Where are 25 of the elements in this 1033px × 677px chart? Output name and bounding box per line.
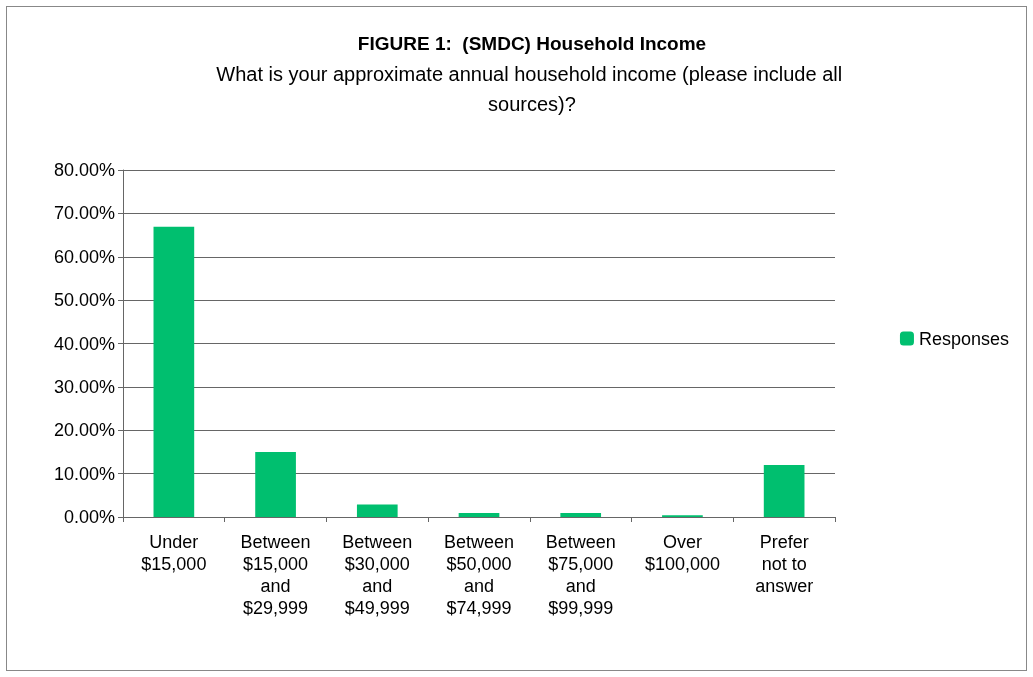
chart-subtitle: What is your approximate annual household income (please include all sources)?	[216, 63, 848, 115]
bar	[356, 504, 398, 517]
x-tick-label: Between $75,000 and $99,999	[545, 532, 616, 618]
x-tick-label: Between $15,000 and $29,999	[240, 532, 311, 618]
bar	[458, 513, 500, 517]
bar	[255, 451, 296, 517]
y-tick-label: 70.00%	[53, 203, 115, 224]
bar	[763, 464, 805, 517]
y-tick-label: 50.00%	[53, 290, 115, 311]
x-tick-label: Over $100,000	[644, 532, 720, 574]
bar	[560, 513, 602, 517]
x-tick-label: Under $15,000	[141, 532, 207, 574]
chart-title: FIGURE 1: (SMDC) Household Income	[357, 33, 707, 54]
y-tick-label: 10.00%	[53, 463, 115, 484]
x-tick-label: Between $30,000 and $49,999	[342, 532, 413, 618]
bar	[153, 226, 195, 517]
y-tick-label: 20.00%	[53, 420, 115, 441]
y-tick-label: 60.00%	[53, 246, 115, 267]
y-tick-label: 0.00%	[63, 507, 115, 527]
y-tick-label: 40.00%	[53, 333, 115, 354]
legend-label: Responses	[918, 328, 1010, 349]
x-tick-label: Between $50,000 and $74,999	[443, 532, 515, 618]
y-tick-label: 80.00%	[53, 160, 115, 180]
x-tick-label: Prefer not to answer	[755, 532, 814, 596]
y-tick-label: 30.00%	[53, 376, 115, 397]
